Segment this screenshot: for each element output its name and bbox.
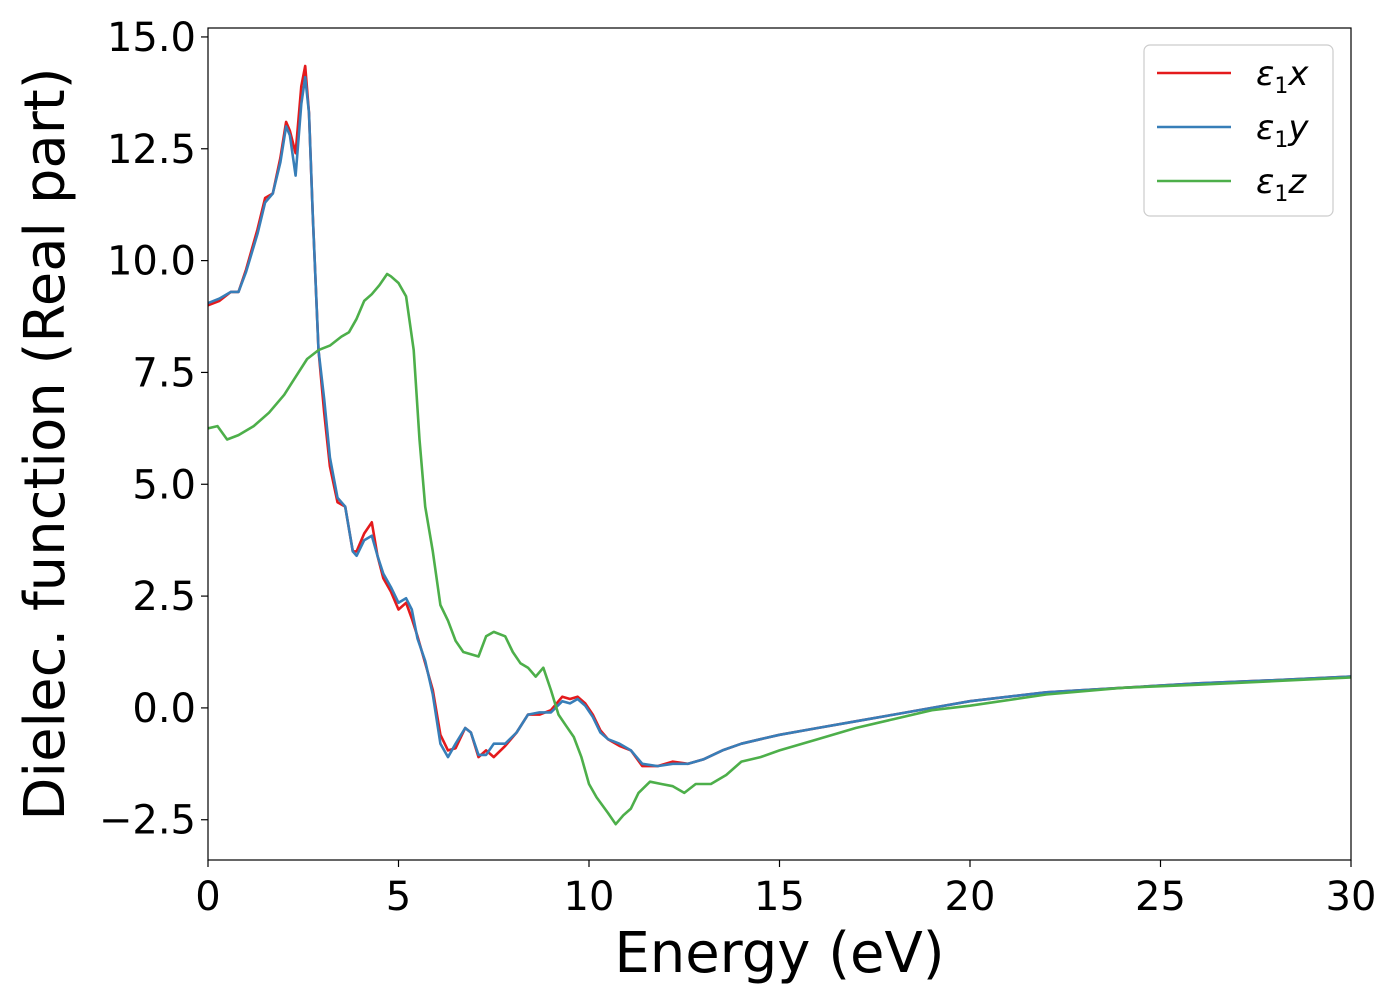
x-tick-label: 10 xyxy=(564,874,615,920)
legend-epsilon: ε xyxy=(1256,108,1274,148)
x-tick-label: 25 xyxy=(1135,874,1186,920)
y-tick-label: 2.5 xyxy=(132,574,196,620)
series-line-z xyxy=(208,272,1351,826)
legend-component: x xyxy=(1287,54,1309,94)
y-tick-label: 5.0 xyxy=(132,462,196,508)
x-tick-label: 0 xyxy=(195,874,220,920)
x-tick-label: 5 xyxy=(386,874,411,920)
legend-component: y xyxy=(1287,108,1309,148)
x-tick-label: 15 xyxy=(754,874,805,920)
x-axis: 0 5 10 15 20 25 30 xyxy=(195,860,1376,920)
y-axis: −2.5 0.0 2.5 5.0 7.5 10.0 12.5 15.0 xyxy=(99,15,208,844)
legend-label-y: ε1y xyxy=(1256,108,1309,153)
legend-subscript: 1 xyxy=(1274,128,1288,153)
legend-box xyxy=(1143,44,1334,217)
y-tick-label: 15.0 xyxy=(107,15,196,61)
legend-component: z xyxy=(1287,162,1307,202)
y-tick-label: 12.5 xyxy=(107,127,196,173)
legend-subscript: 1 xyxy=(1274,182,1288,207)
legend-label-x: ε1x xyxy=(1256,54,1309,99)
legend-label-z: ε1z xyxy=(1256,162,1307,207)
y-tick-label: 0.0 xyxy=(132,686,196,732)
y-tick-label: 10.0 xyxy=(107,239,196,285)
legend-subscript: 1 xyxy=(1274,74,1288,99)
legend-epsilon: ε xyxy=(1256,162,1274,202)
x-tick-label: 20 xyxy=(945,874,996,920)
legend-epsilon: ε xyxy=(1256,54,1274,94)
x-tick-label: 30 xyxy=(1326,874,1377,920)
y-tick-label: 7.5 xyxy=(132,350,196,396)
series-layer xyxy=(208,64,1351,826)
y-tick-label: −2.5 xyxy=(99,798,196,844)
y-axis-title: Dielec. function (Real part) xyxy=(13,67,78,820)
x-axis-title: Energy (eV) xyxy=(614,921,944,986)
series-line-y xyxy=(208,75,1351,768)
